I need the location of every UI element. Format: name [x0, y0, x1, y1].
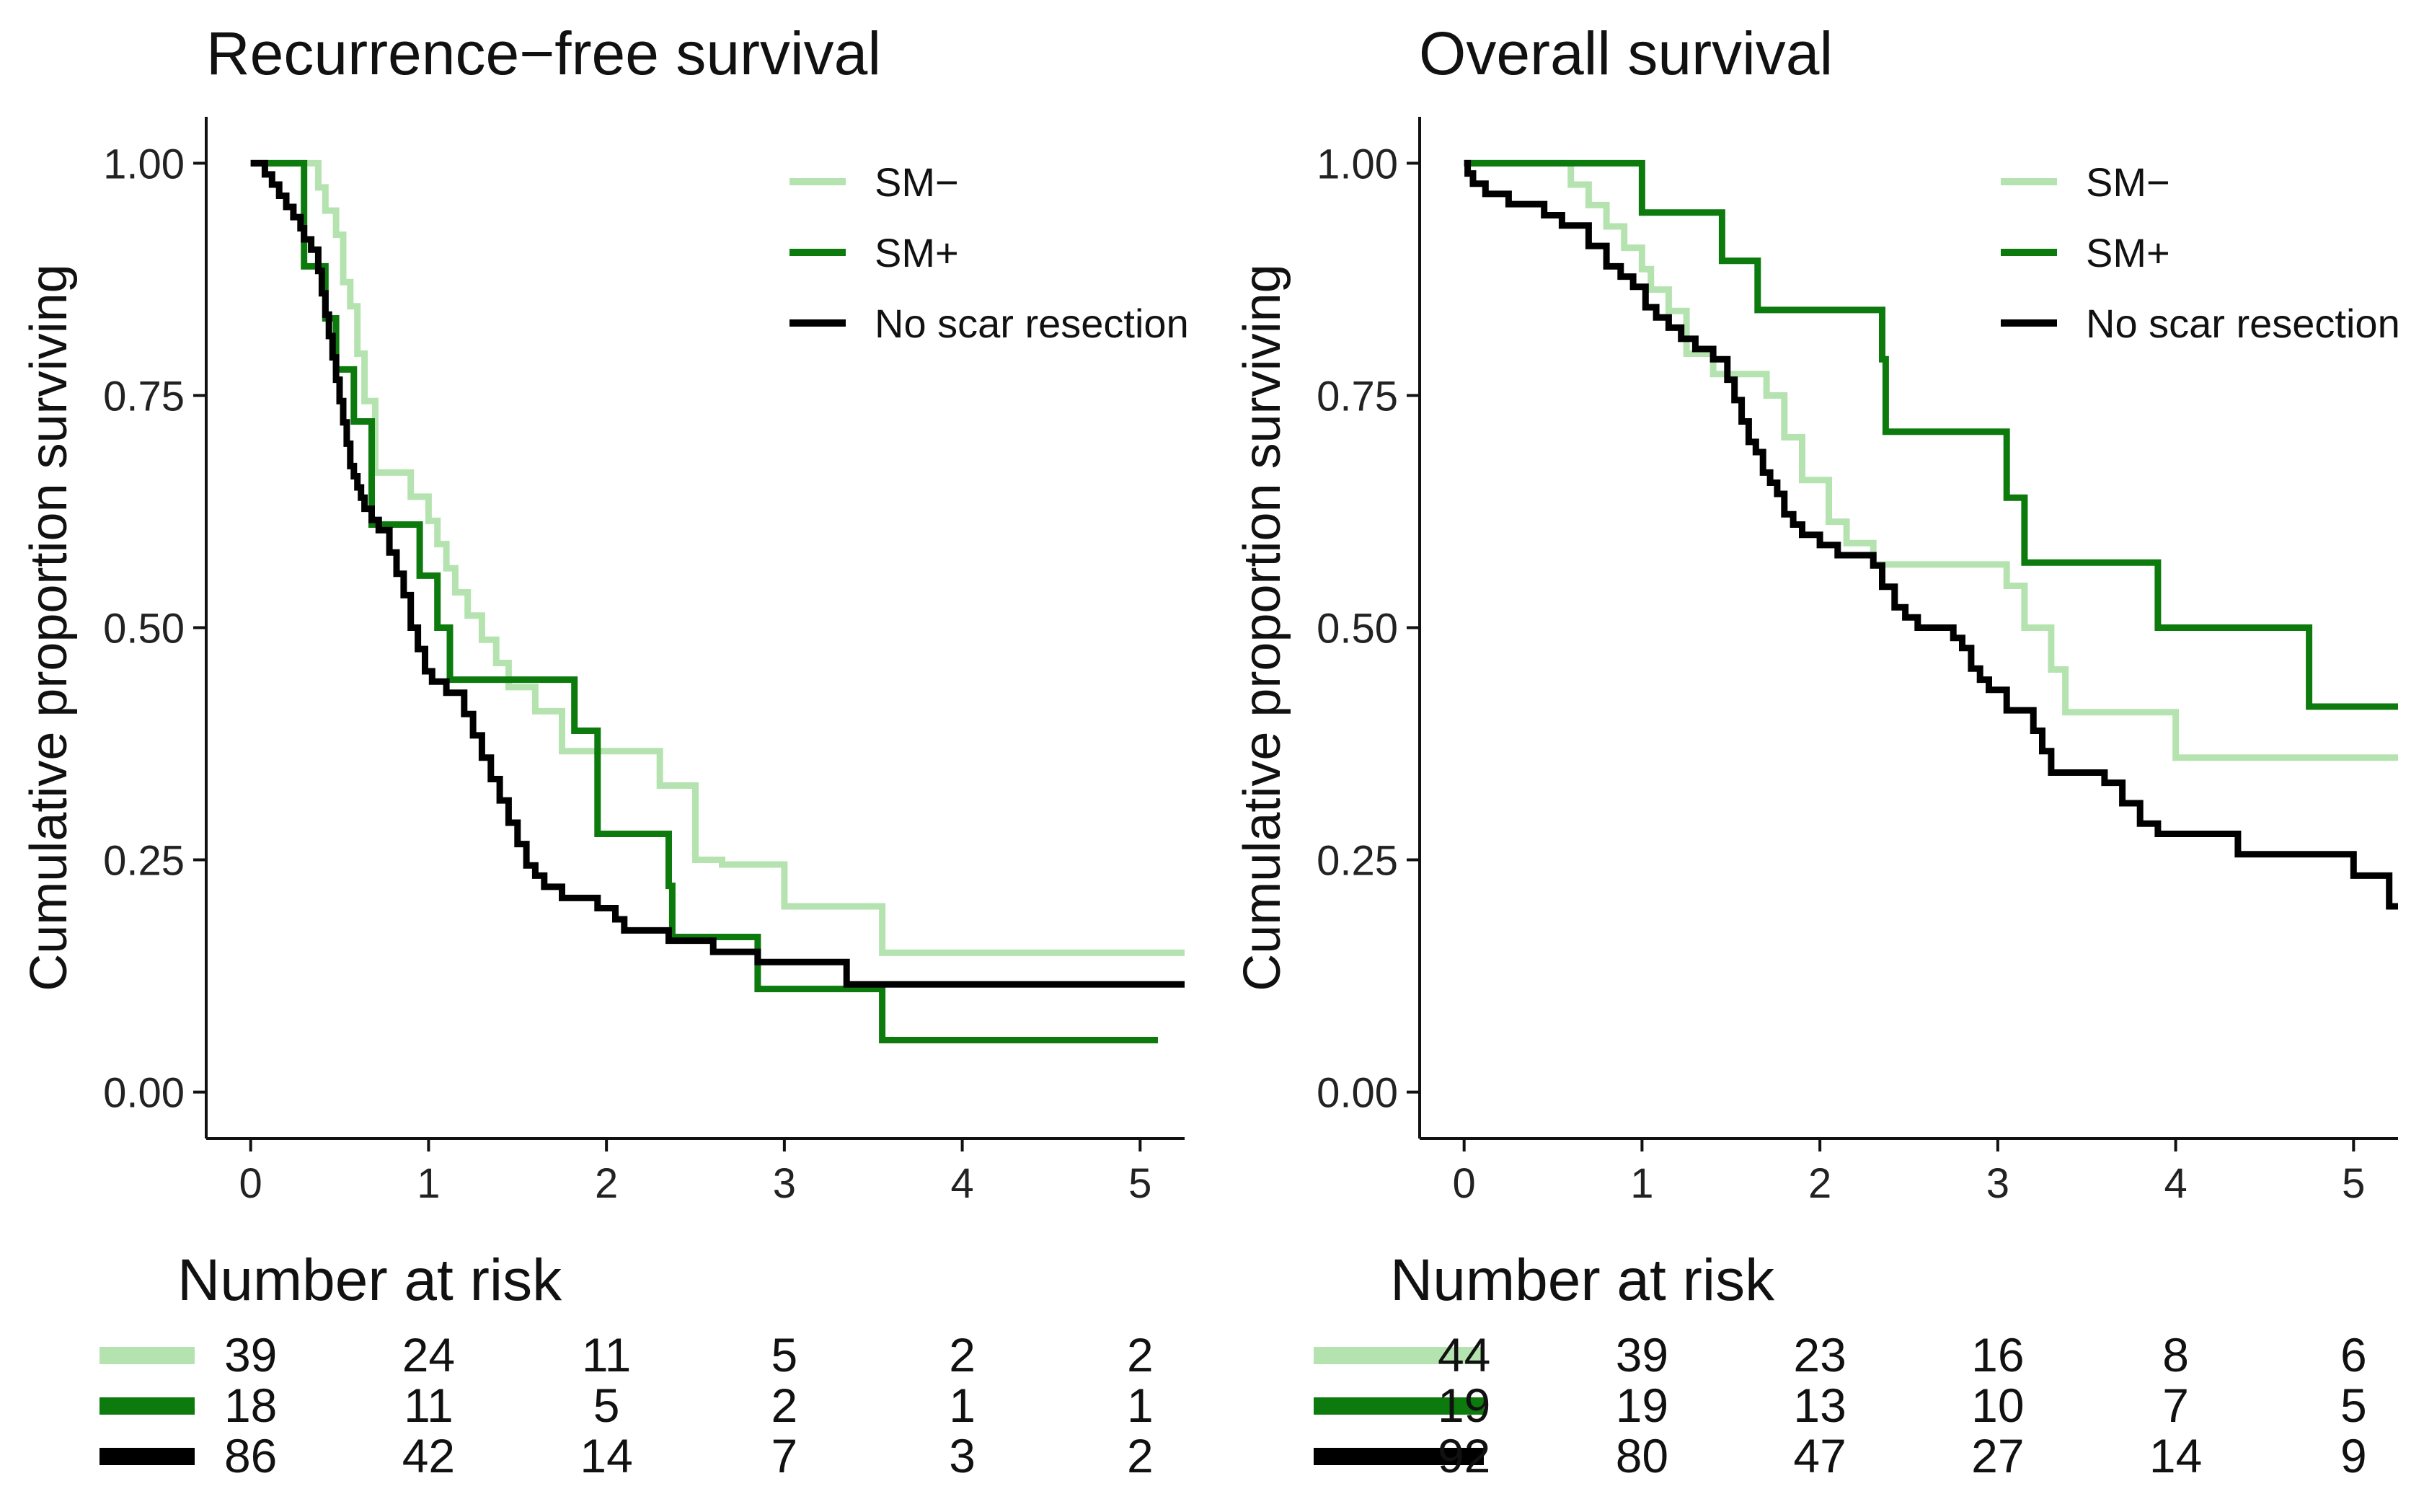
- x-tick-label: 3: [1986, 1160, 2009, 1207]
- y-tick-label: 0.00: [1317, 1070, 1398, 1117]
- risk-value: 16: [1971, 1328, 2024, 1381]
- risk-value: 5: [593, 1379, 620, 1432]
- y-axis-label: Cumulative proportion surviving: [20, 264, 78, 991]
- y-tick-label: 0.50: [1317, 606, 1398, 653]
- risk-value: 23: [1793, 1328, 1846, 1381]
- risk-value: 11: [404, 1379, 454, 1432]
- risk-value: 39: [1616, 1328, 1668, 1381]
- risk-value: 2: [1127, 1328, 1154, 1381]
- y-tick-label: 1.00: [103, 141, 185, 187]
- x-tick-label: 4: [950, 1160, 973, 1207]
- risk-value: 19: [1616, 1379, 1668, 1432]
- y-tick-label: 0.75: [103, 373, 185, 420]
- legend-entry: SM+: [2086, 230, 2170, 275]
- risk-value: 44: [1438, 1328, 1490, 1381]
- y-tick-label: 0.25: [103, 838, 185, 885]
- x-tick-label: 5: [1128, 1160, 1151, 1207]
- x-tick-label: 1: [417, 1160, 440, 1207]
- chart-os: Overall survival Cumulative proportion su…: [1234, 19, 2400, 1482]
- chart-rfs: Recurrence−free survival Cumulative propo…: [20, 19, 1189, 1482]
- risk-value: 1: [1127, 1379, 1154, 1432]
- risk-value: 5: [771, 1328, 798, 1381]
- x-tick-label: 3: [773, 1160, 796, 1207]
- chart-title: Overall survival: [1419, 19, 1833, 87]
- risk-value: 42: [402, 1429, 455, 1482]
- x-tick-label: 5: [2342, 1160, 2365, 1207]
- series-line-1: [250, 159, 1158, 1043]
- risk-value: 7: [2162, 1379, 2189, 1432]
- series-line-0: [250, 159, 1185, 956]
- y-tick-label: 0.75: [1317, 373, 1398, 420]
- risk-value: 39: [224, 1328, 277, 1381]
- risk-value: 24: [402, 1328, 455, 1381]
- risk-value: 14: [580, 1429, 632, 1482]
- risk-value: 11: [582, 1328, 632, 1381]
- risk-value: 13: [1793, 1379, 1846, 1432]
- legend-entry: No scar resection: [2086, 301, 2400, 346]
- risk-value: 18: [224, 1379, 277, 1432]
- risk-value: 2: [949, 1328, 976, 1381]
- risk-value: 27: [1971, 1429, 2024, 1482]
- series-line-1: [1464, 159, 2398, 710]
- risk-value: 2: [1127, 1429, 1154, 1482]
- legend-entry: SM−: [875, 159, 959, 205]
- risk-value: 6: [2340, 1328, 2367, 1381]
- y-tick-label: 0.25: [1317, 838, 1398, 885]
- risk-value: 10: [1971, 1379, 2024, 1432]
- risk-value: 5: [2340, 1379, 2367, 1432]
- y-tick-label: 0.50: [103, 606, 185, 653]
- x-tick-label: 0: [1453, 1160, 1476, 1207]
- series-line-2: [250, 159, 1185, 988]
- risk-value: 8: [2162, 1328, 2189, 1381]
- risk-value: 7: [771, 1429, 798, 1482]
- legend: SM− SM+ No scar resection: [789, 159, 1189, 346]
- legend-entry: SM−: [2086, 159, 2170, 205]
- chart-title: Recurrence−free survival: [206, 19, 881, 87]
- risk-value: 86: [224, 1429, 277, 1482]
- risk-table-title: Number at risk: [1390, 1247, 1775, 1313]
- risk-value: 3: [949, 1429, 976, 1482]
- legend-entry: SM+: [875, 230, 959, 275]
- series-line-2: [1464, 159, 2398, 910]
- x-tick-label: 4: [2164, 1160, 2187, 1207]
- x-tick-label: 1: [1630, 1160, 1653, 1207]
- risk-value: 19: [1438, 1379, 1490, 1432]
- x-tick-label: 0: [239, 1160, 262, 1207]
- series-line-0: [1464, 159, 2398, 761]
- y-tick-label: 0.00: [103, 1070, 185, 1117]
- risk-table: Number at risk 44 39 23 16 8 6 19 19 13 10 7 5 92 80 47…: [1314, 1247, 2367, 1482]
- y-axis-label: Cumulative proportion surviving: [1234, 264, 1291, 991]
- x-tick-label: 2: [595, 1160, 618, 1207]
- y-tick-label: 1.00: [1317, 141, 1398, 187]
- risk-value: 47: [1793, 1429, 1846, 1482]
- risk-value: 2: [771, 1379, 798, 1432]
- risk-value: 92: [1438, 1429, 1490, 1482]
- x-tick-label: 2: [1808, 1160, 1831, 1207]
- risk-table-title: Number at risk: [177, 1247, 562, 1313]
- risk-value: 9: [2340, 1429, 2367, 1482]
- legend-entry: No scar resection: [875, 301, 1189, 346]
- legend: SM− SM+ No scar resection: [2001, 159, 2400, 346]
- risk-value: 14: [2149, 1429, 2202, 1482]
- risk-value: 80: [1616, 1429, 1668, 1482]
- risk-value: 1: [949, 1379, 976, 1432]
